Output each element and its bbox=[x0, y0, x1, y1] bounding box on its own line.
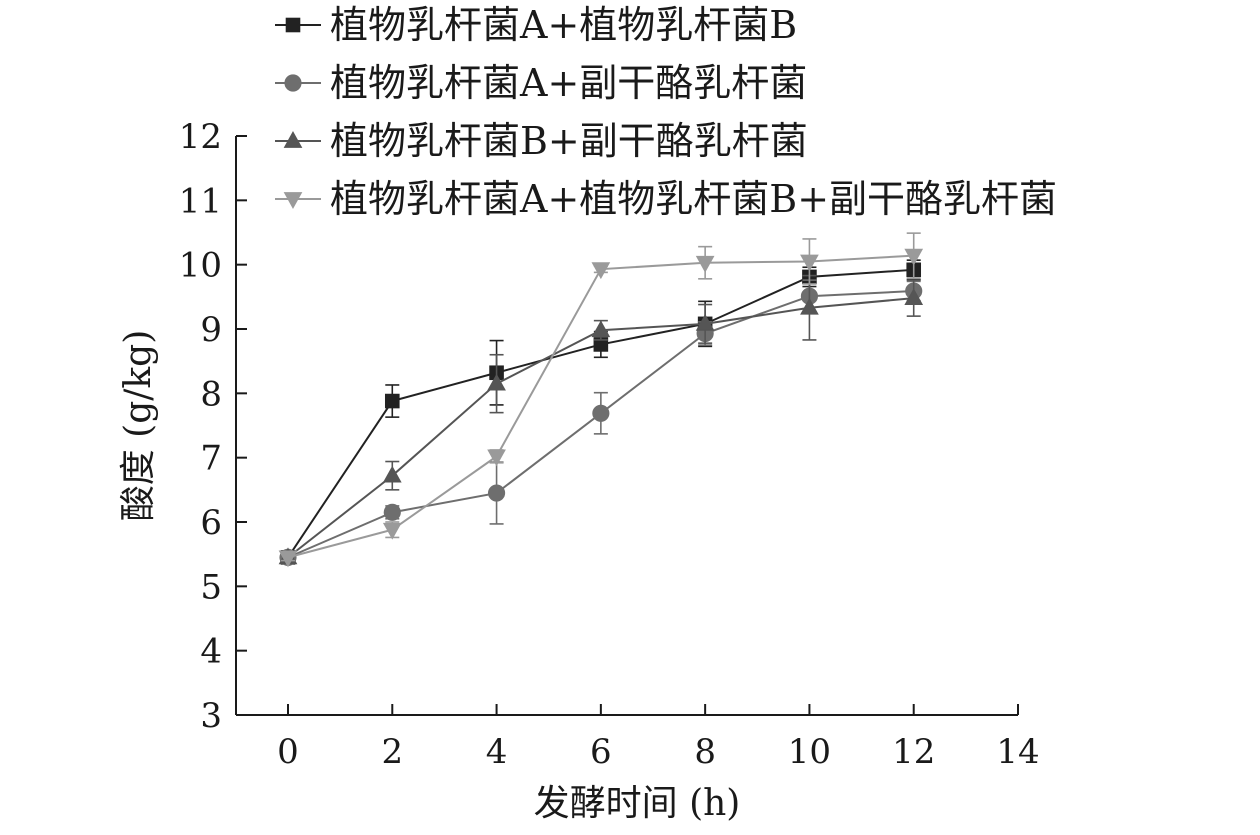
data-point bbox=[487, 373, 506, 391]
x-tick-label: 10 bbox=[788, 732, 831, 772]
x-tick-label: 0 bbox=[277, 732, 299, 772]
y-tick-label: 12 bbox=[179, 117, 222, 157]
data-point bbox=[487, 484, 506, 502]
legend-label: 植物乳杆菌A+副干酪乳杆菌 bbox=[330, 61, 807, 105]
data-point bbox=[384, 393, 400, 409]
data-point bbox=[591, 320, 611, 338]
legend-marker bbox=[284, 74, 302, 92]
legend-marker bbox=[283, 131, 303, 148]
axes: 3 4 5 6 7 8 9 10 11 12 0 2 4 6 8 10 12 14 发酵时间 (h) 酸度 (g… bbox=[118, 117, 1040, 824]
data-point bbox=[800, 297, 819, 315]
x-tick-label: 2 bbox=[381, 732, 403, 772]
legend-item-1: 植物乳杆菌A+植物乳杆菌B bbox=[275, 3, 797, 47]
legend-label: 植物乳杆菌A+植物乳杆菌B bbox=[330, 3, 797, 47]
legend-label: 植物乳杆菌A+植物乳杆菌B+副干酪乳杆菌 bbox=[330, 177, 1057, 221]
data-point bbox=[695, 255, 715, 273]
y-tick-label: 4 bbox=[200, 632, 222, 672]
legend-marker bbox=[283, 192, 303, 209]
legend-item-4: 植物乳杆菌A+植物乳杆菌B+副干酪乳杆菌 bbox=[275, 177, 1057, 221]
y-tick-label: 6 bbox=[200, 503, 222, 543]
legend-item-2: 植物乳杆菌A+副干酪乳杆菌 bbox=[275, 61, 807, 105]
data-point bbox=[904, 248, 924, 266]
series-4 bbox=[278, 232, 924, 568]
x-tick-label: 8 bbox=[694, 732, 716, 772]
y-tick-label: 8 bbox=[200, 374, 222, 414]
y-tick-label: 11 bbox=[179, 181, 222, 221]
x-tick-label: 4 bbox=[486, 732, 508, 772]
data-point bbox=[695, 313, 715, 331]
data-point bbox=[382, 465, 402, 483]
y-tick-label: 10 bbox=[179, 246, 222, 286]
legend-item-3: 植物乳杆菌B+副干酪乳杆菌 bbox=[275, 119, 808, 163]
y-axis-title: 酸度 (g/kg) bbox=[118, 330, 159, 522]
y-tick-label: 5 bbox=[200, 567, 222, 607]
data-point bbox=[383, 503, 401, 521]
data-point bbox=[904, 288, 924, 305]
y-tick-label: 9 bbox=[200, 310, 222, 350]
x-ticks: 0 2 4 6 8 10 12 14 bbox=[277, 704, 1040, 772]
legend-marker bbox=[285, 17, 301, 33]
y-tick-label: 7 bbox=[200, 439, 222, 479]
y-ticks: 3 4 5 6 7 8 9 10 11 12 bbox=[179, 117, 247, 736]
data-point bbox=[382, 522, 402, 540]
x-axis-title: 发酵时间 (h) bbox=[534, 783, 741, 824]
data-point bbox=[800, 254, 819, 272]
data-point bbox=[592, 404, 610, 422]
x-tick-label: 6 bbox=[590, 732, 612, 772]
data-point bbox=[487, 449, 506, 467]
y-tick-label: 3 bbox=[200, 696, 222, 736]
series-layer bbox=[278, 232, 924, 568]
data-point bbox=[591, 262, 611, 280]
legend: 植物乳杆菌A+植物乳杆菌B 植物乳杆菌A+副干酪乳杆菌植物乳杆菌B+副干酪乳杆菌植… bbox=[275, 3, 1057, 221]
data-point bbox=[278, 550, 298, 568]
x-tick-label: 14 bbox=[996, 732, 1039, 772]
x-tick-label: 12 bbox=[892, 732, 935, 772]
legend-label: 植物乳杆菌B+副干酪乳杆菌 bbox=[330, 119, 808, 163]
